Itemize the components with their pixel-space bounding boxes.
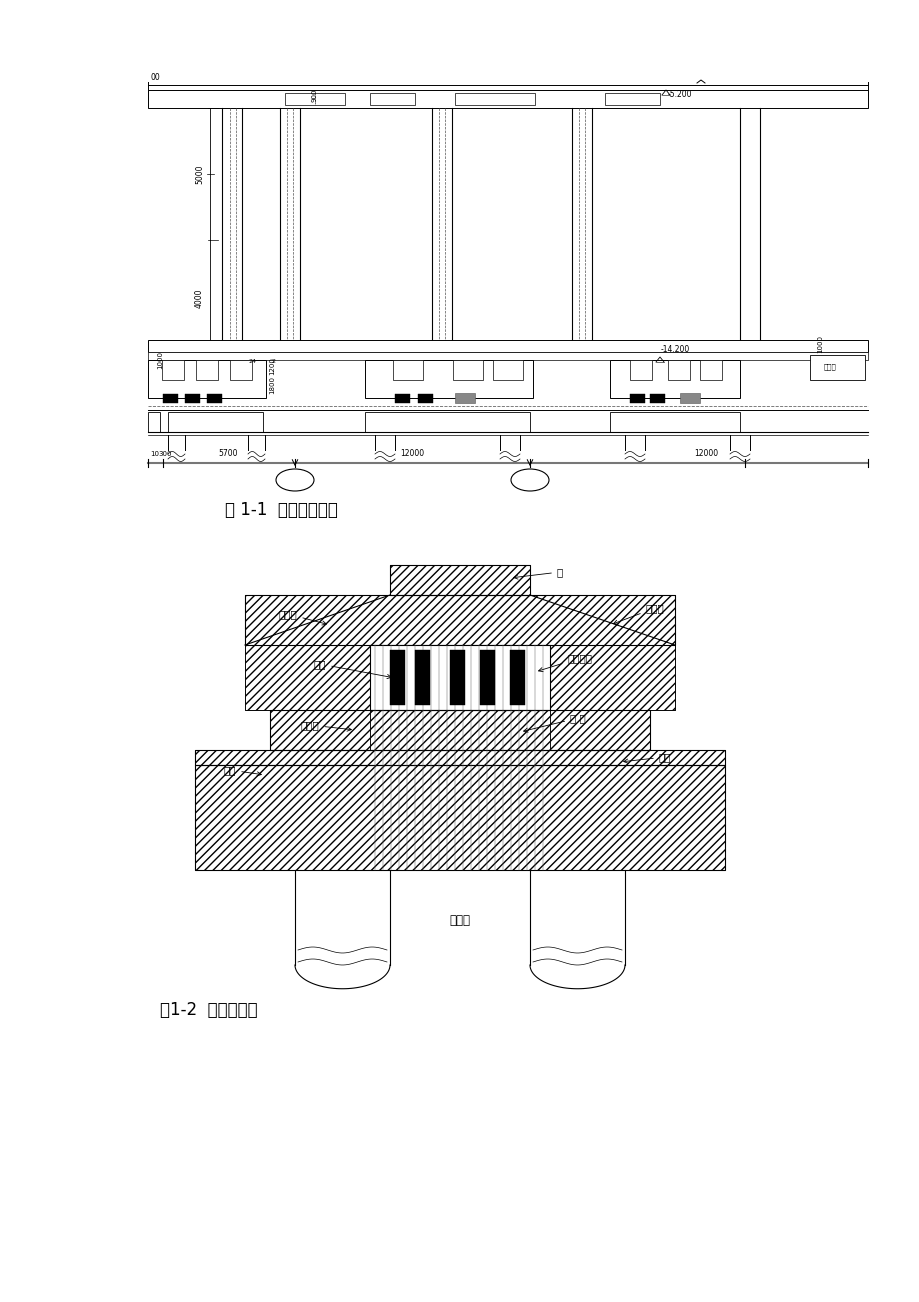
Bar (285, 92, 345, 105)
Ellipse shape (276, 469, 313, 491)
Bar (195, 750, 724, 766)
Bar (269, 710, 650, 750)
Bar (455, 393, 474, 404)
Bar (168, 411, 263, 432)
Text: 升降机: 升降机 (823, 363, 835, 370)
Bar (699, 359, 721, 380)
Text: 承台: 承台 (223, 766, 261, 776)
Bar (493, 359, 522, 380)
Bar (196, 359, 218, 380)
Text: 锚 筋: 锚 筋 (523, 713, 585, 732)
Bar (394, 395, 410, 404)
Bar (417, 395, 433, 404)
Bar (269, 710, 369, 750)
Text: 下支墩: 下支墩 (301, 720, 351, 732)
Text: -14.200: -14.200 (660, 345, 689, 354)
Bar (195, 766, 724, 870)
Text: 挖孔桩: 挖孔桩 (449, 914, 470, 927)
Bar (148, 359, 266, 398)
Bar (509, 650, 525, 704)
Text: 12000: 12000 (400, 449, 424, 458)
Text: 套筒: 套筒 (313, 659, 391, 678)
Bar (630, 395, 644, 404)
Text: 上支墩: 上支墩 (278, 609, 326, 625)
Bar (455, 92, 535, 105)
Text: 隔震支座: 隔震支座 (538, 654, 592, 672)
Text: 1000: 1000 (816, 335, 823, 353)
Bar (244, 644, 369, 710)
Text: 底板: 底板 (623, 753, 671, 763)
Text: 4000: 4000 (195, 288, 204, 307)
Bar (244, 644, 369, 710)
Text: 图1-2  设计示意图: 图1-2 设计示意图 (160, 1001, 257, 1019)
Bar (550, 644, 675, 710)
Text: 1800: 1800 (268, 376, 275, 395)
Bar (414, 650, 429, 704)
Bar (480, 650, 494, 704)
Bar (195, 766, 724, 870)
Bar (630, 359, 652, 380)
Bar (550, 710, 650, 750)
Bar (365, 411, 529, 432)
Bar (550, 710, 650, 750)
Bar (667, 359, 689, 380)
Bar (269, 710, 650, 750)
Text: 2: 2 (272, 359, 276, 365)
Text: 柱: 柱 (513, 566, 562, 579)
Bar (148, 340, 867, 352)
Bar (390, 565, 529, 595)
Bar (244, 595, 675, 644)
Bar (269, 710, 369, 750)
Bar (609, 411, 739, 432)
Text: 300: 300 (158, 450, 171, 457)
Text: 12000: 12000 (693, 449, 718, 458)
Text: 1000: 1000 (157, 352, 163, 368)
Text: 1200: 1200 (268, 357, 275, 375)
Text: 图 1-1  工程应用部位: 图 1-1 工程应用部位 (225, 501, 337, 519)
Bar (148, 411, 160, 432)
Bar (550, 644, 675, 710)
Bar (163, 395, 177, 404)
Bar (230, 359, 252, 380)
Bar (369, 92, 414, 105)
Text: 梁、板: 梁、板 (613, 603, 664, 624)
Bar (148, 90, 867, 108)
Text: 900: 900 (312, 89, 318, 102)
Bar (452, 359, 482, 380)
Bar (809, 355, 864, 380)
Text: 5000: 5000 (195, 164, 204, 184)
Bar (449, 650, 464, 704)
Bar (390, 650, 404, 704)
Bar (185, 395, 199, 404)
Text: -5.200: -5.200 (667, 90, 691, 99)
Bar (679, 393, 699, 404)
Bar (650, 395, 664, 404)
Text: 10: 10 (150, 450, 159, 457)
Bar (244, 595, 675, 644)
Bar (365, 359, 532, 398)
Bar (390, 565, 529, 595)
Bar (162, 359, 184, 380)
Ellipse shape (510, 469, 549, 491)
Bar (609, 359, 739, 398)
Text: 5700: 5700 (218, 449, 237, 458)
Text: 00: 00 (151, 73, 161, 82)
Text: 24: 24 (249, 359, 256, 365)
Bar (605, 92, 659, 105)
Bar (369, 644, 550, 710)
Bar (392, 359, 423, 380)
Bar (148, 352, 867, 359)
Bar (207, 395, 221, 404)
Bar (195, 750, 724, 766)
